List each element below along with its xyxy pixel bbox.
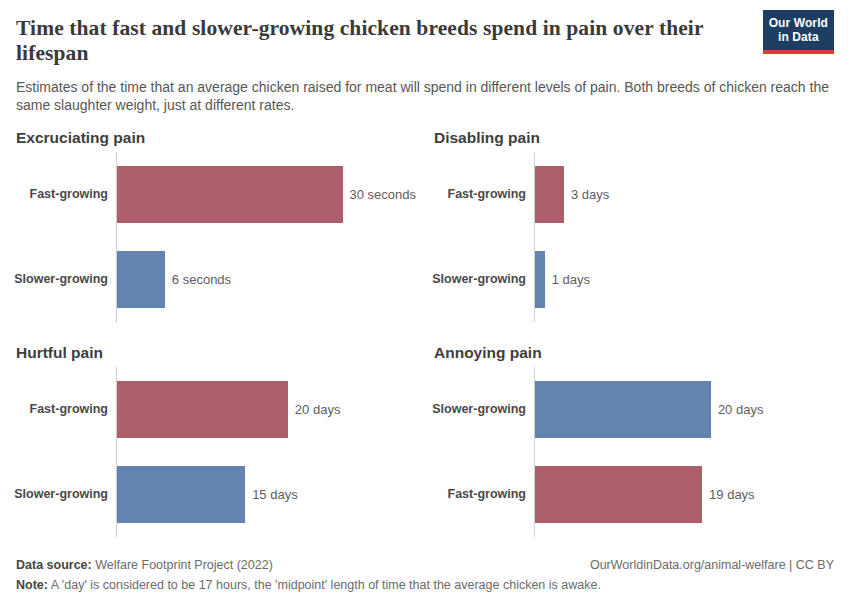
facet-title: Annoying pain [434, 344, 834, 362]
plot-area: 20 days 19 days [534, 367, 834, 537]
category-label-slower-growing: Slower-growing [434, 381, 534, 438]
plot: Slower-growing Fast-growing 20 days 19 d… [434, 367, 834, 537]
category-label-fast-growing: Fast-growing [16, 166, 116, 223]
data-source-value: Welfare Footprint Project (2022) [95, 558, 273, 572]
bar-fast-growing[interactable] [535, 466, 702, 523]
value-label: 3 days [571, 187, 609, 202]
value-label: 1 days [552, 272, 590, 287]
owid-logo[interactable]: Our World in Data [763, 10, 834, 54]
bar-fast-growing[interactable] [535, 166, 564, 223]
bar-fast-growing[interactable] [117, 166, 343, 223]
facet-annoying-pain: Annoying pain Slower-growing Fast-growin… [434, 344, 834, 537]
bar-slower-growing[interactable] [535, 381, 711, 438]
category-label-fast-growing: Fast-growing [16, 381, 116, 438]
bar-slower-growing[interactable] [117, 466, 245, 523]
category-label-slower-growing: Slower-growing [16, 251, 116, 308]
category-label-fast-growing: Fast-growing [434, 166, 534, 223]
data-source: Data source: Welfare Footprint Project (… [16, 555, 273, 575]
data-source-label: Data source: [16, 558, 92, 572]
plot: Fast-growing Slower-growing 30 seconds 6… [16, 152, 416, 322]
plot: Fast-growing Slower-growing 20 days 15 d… [16, 367, 416, 537]
value-label: 20 days [718, 402, 764, 417]
bar-fast-growing[interactable] [117, 381, 288, 438]
chart-subtitle: Estimates of the time that an average ch… [16, 78, 834, 115]
facet-title: Hurtful pain [16, 344, 416, 362]
chart-footer: Data source: Welfare Footprint Project (… [16, 555, 834, 595]
facet-excruciating-pain: Excruciating pain Fast-growing Slower-gr… [16, 129, 416, 322]
value-label: 15 days [252, 487, 298, 502]
facet-hurtful-pain: Hurtful pain Fast-growing Slower-growing… [16, 344, 416, 537]
plot-area: 30 seconds 6 seconds [116, 152, 416, 322]
note-value: A 'day' is considered to be 17 hours, th… [51, 578, 601, 592]
facet-grid: Excruciating pain Fast-growing Slower-gr… [16, 129, 834, 537]
chart-note: Note: A 'day' is considered to be 17 hou… [16, 575, 834, 595]
page-title: Time that fast and slower-growing chicke… [16, 16, 746, 66]
value-label: 20 days [295, 402, 341, 417]
value-label: 19 days [709, 487, 755, 502]
plot: Fast-growing Slower-growing 3 days 1 day… [434, 152, 834, 322]
plot-area: 3 days 1 days [534, 152, 834, 322]
value-label: 6 seconds [172, 272, 231, 287]
chart-header: Time that fast and slower-growing chicke… [16, 16, 834, 115]
logo-line-2: in Data [769, 31, 828, 45]
category-label-slower-growing: Slower-growing [16, 466, 116, 523]
chart-page: Time that fast and slower-growing chicke… [0, 0, 850, 600]
plot-area: 20 days 15 days [116, 367, 416, 537]
rights-url[interactable]: OurWorldinData.org/animal-welfare | CC B… [590, 555, 834, 575]
category-label-fast-growing: Fast-growing [434, 466, 534, 523]
facet-disabling-pain: Disabling pain Fast-growing Slower-growi… [434, 129, 834, 322]
category-label-slower-growing: Slower-growing [434, 251, 534, 308]
facet-title: Excruciating pain [16, 129, 416, 147]
facet-title: Disabling pain [434, 129, 834, 147]
logo-line-1: Our World [769, 17, 828, 31]
value-label: 30 seconds [350, 187, 417, 202]
bar-slower-growing[interactable] [535, 251, 545, 308]
note-label: Note: [16, 578, 48, 592]
bar-slower-growing[interactable] [117, 251, 165, 308]
